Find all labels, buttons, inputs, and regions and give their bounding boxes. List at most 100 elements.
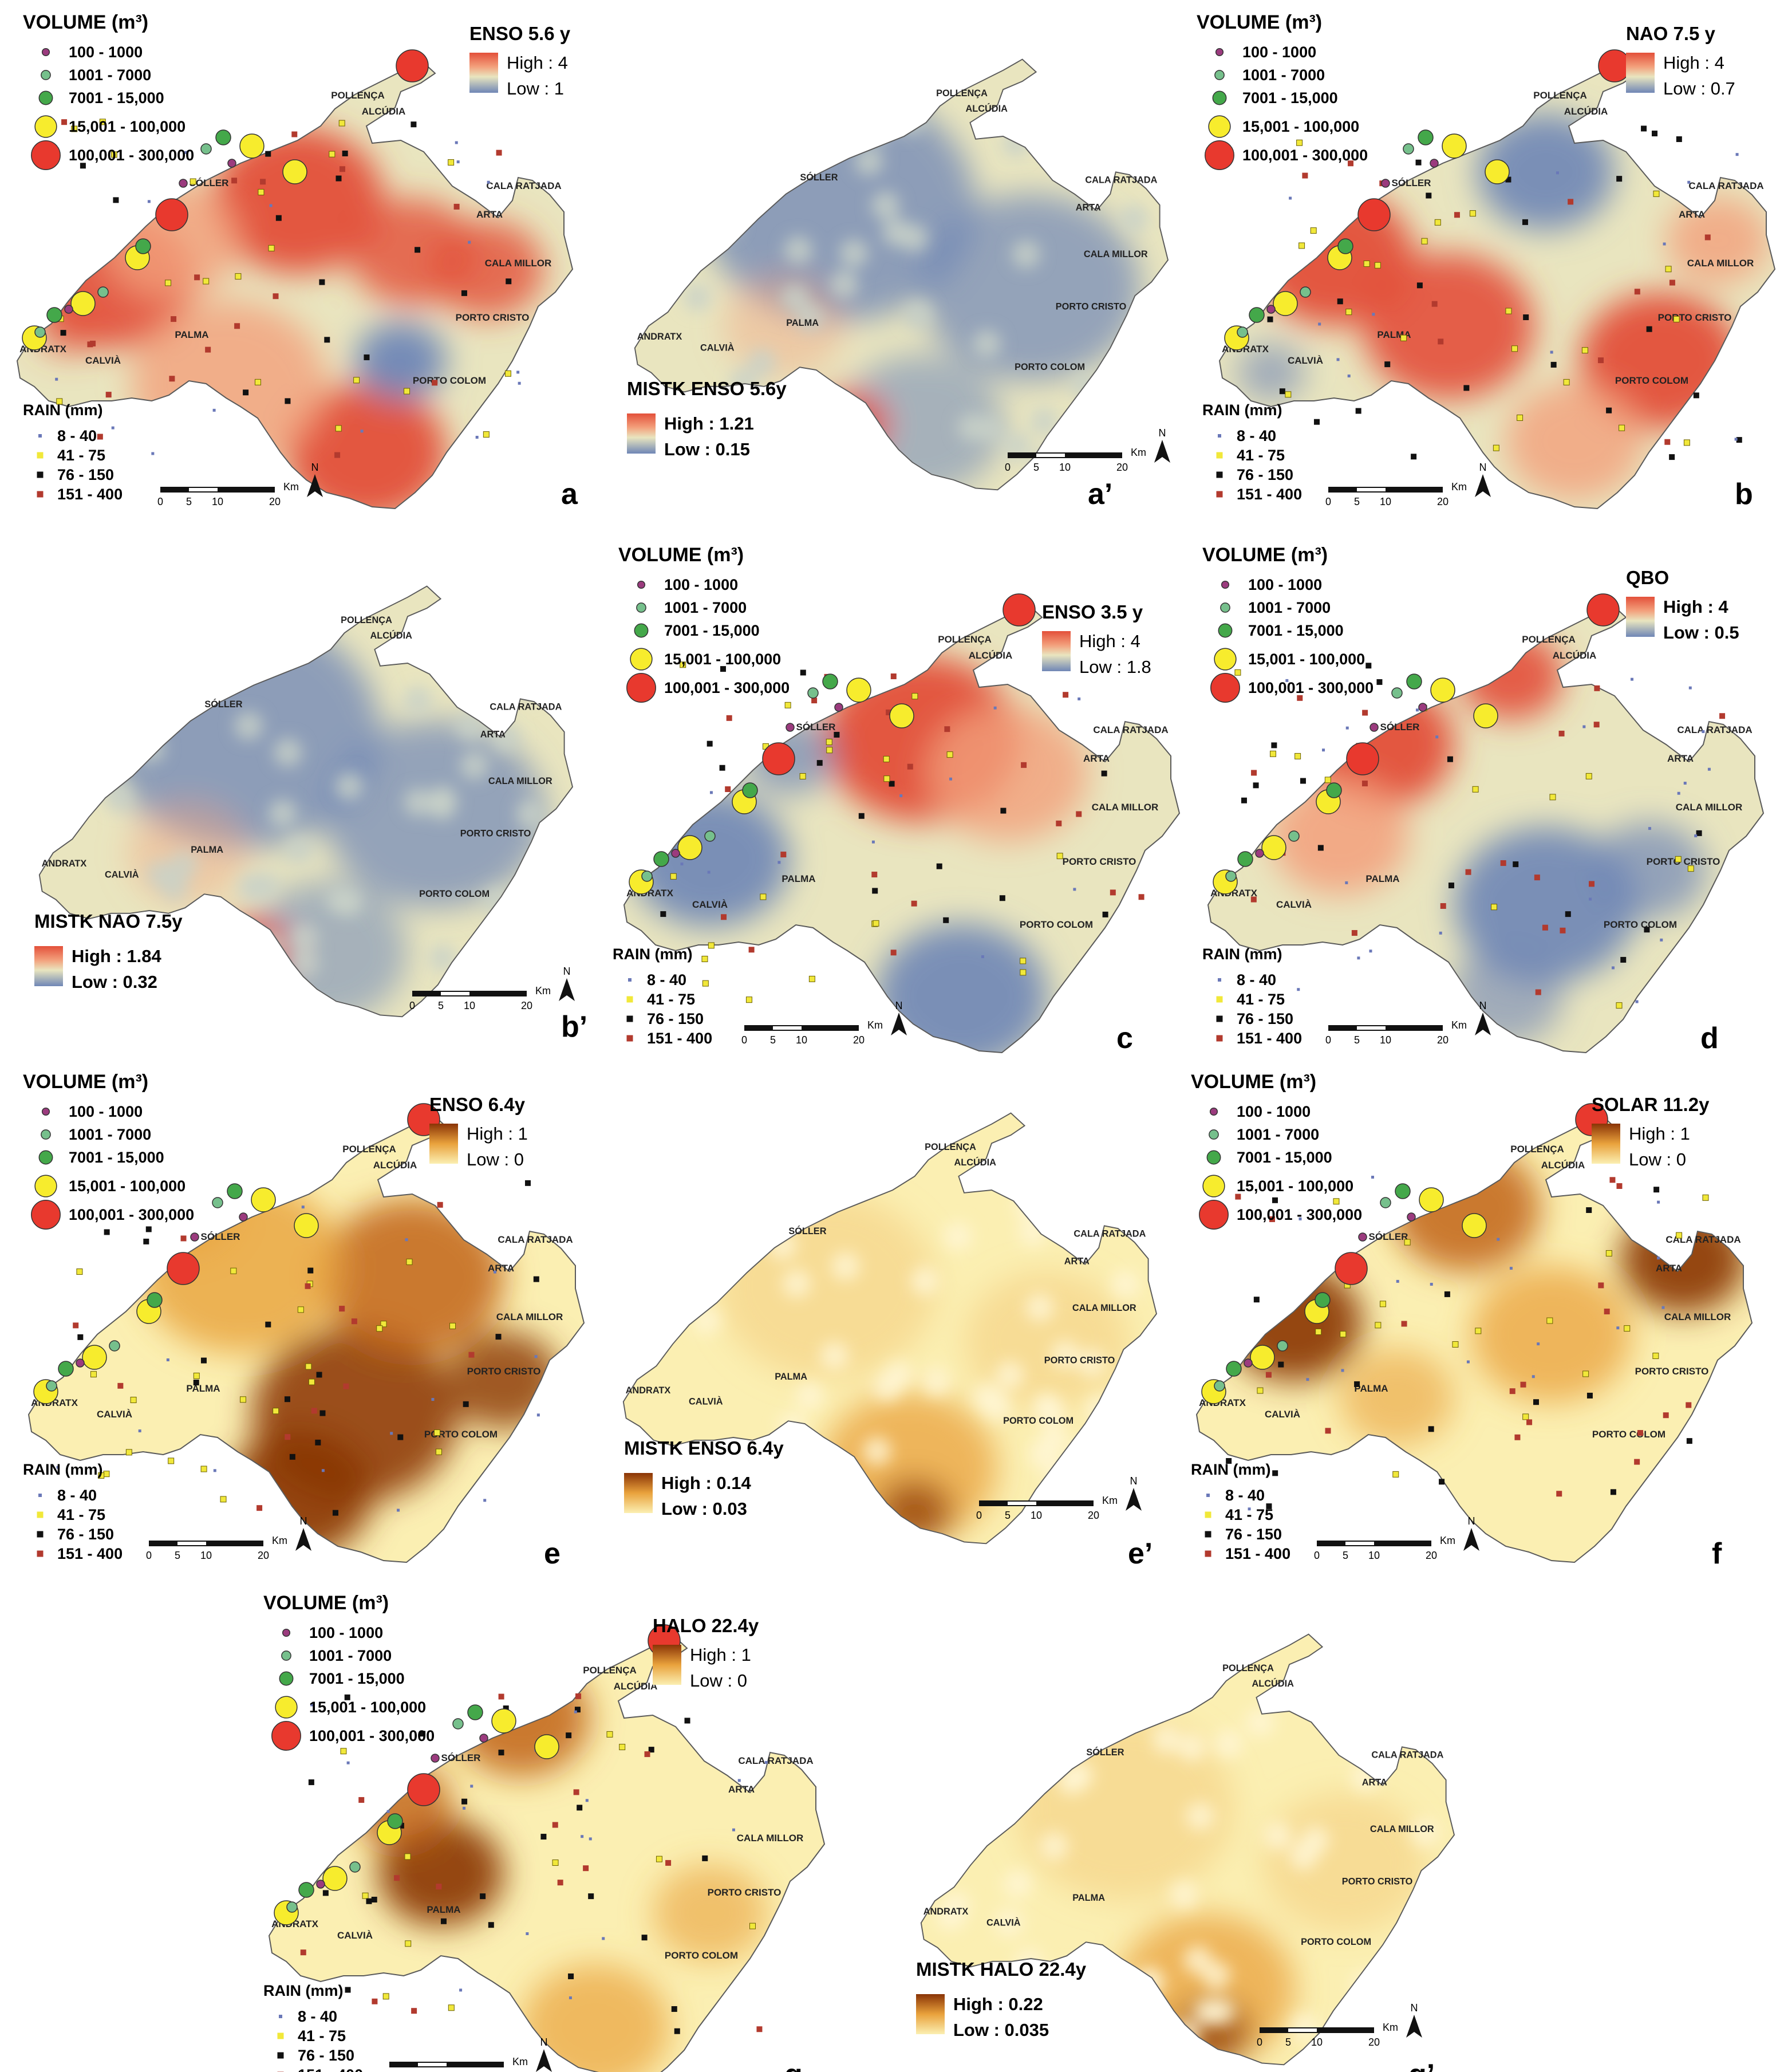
- landslide-volume: [1237, 326, 1248, 338]
- town-label: CALA RATJADA: [486, 180, 561, 191]
- ramp-high-label: High : 1: [1629, 1124, 1690, 1144]
- rain-station: [449, 1322, 456, 1329]
- scale-tick: 20: [1437, 1034, 1449, 1046]
- volume-legend-label: 15,001 - 100,000: [664, 651, 781, 668]
- rain-station: [459, 1988, 463, 1992]
- rain-station: [1707, 767, 1711, 771]
- landslide-volume: [1586, 593, 1620, 627]
- ramp-high-label: High : 0.14: [661, 1473, 752, 1493]
- town-label: PALMA: [786, 318, 819, 328]
- rain-station: [437, 1202, 443, 1208]
- rain-legend-symbol: [277, 2032, 284, 2039]
- rain-station: [143, 1238, 149, 1244]
- town-label: PORTO CRISTO: [1063, 856, 1136, 867]
- volume-legend-symbol: [279, 1671, 294, 1686]
- rain-legend-symbol: [1218, 978, 1221, 982]
- rain-station: [1472, 786, 1479, 793]
- rain-station: [307, 1267, 314, 1274]
- town-label: CALA MILLOR: [1676, 802, 1742, 813]
- rain-legend-symbol: [1216, 491, 1223, 498]
- north-label: N: [540, 2036, 548, 2048]
- town-label: POLLENÇA: [331, 90, 385, 101]
- town-label: PORTO COLOM: [1301, 1937, 1371, 1947]
- north-arrow-icon: N: [1463, 1515, 1479, 1551]
- rain-station: [1226, 1458, 1232, 1464]
- scale-tick: 5: [186, 496, 192, 507]
- rain-station: [1532, 1375, 1535, 1378]
- rain-station: [273, 293, 279, 300]
- scale-tick: 5: [1343, 1550, 1348, 1561]
- rain-station: [872, 888, 878, 894]
- rain-station: [1315, 1328, 1322, 1335]
- landslide-volume: [1346, 742, 1379, 775]
- rain-station: [1509, 1267, 1513, 1270]
- rain-station: [493, 1270, 496, 1274]
- rain-legend-label: 76 - 150: [647, 1010, 704, 1027]
- landslide-volume: [1485, 159, 1510, 184]
- landslide-volume: [846, 677, 871, 703]
- rain-symbols: [660, 661, 1144, 1003]
- ramp-high-label: High : 4: [1663, 53, 1724, 73]
- rain-legend-label: 151 - 400: [1237, 1030, 1302, 1047]
- rain-station: [1415, 708, 1419, 712]
- scale-tick: 5: [1033, 462, 1039, 473]
- rain-station: [1637, 1430, 1643, 1436]
- town-label: ANDRATX: [42, 858, 87, 869]
- rain-station: [1693, 392, 1699, 399]
- rain-station: [345, 1987, 351, 1993]
- rain-station: [1426, 192, 1432, 199]
- landslide-volume: [76, 1358, 85, 1368]
- town-label: ARTA: [488, 1263, 514, 1274]
- landslide-volume: [1418, 703, 1427, 712]
- rain-station: [1686, 1438, 1692, 1444]
- rain-station: [436, 1884, 442, 1890]
- rain-station: [1463, 385, 1470, 391]
- rain-station: [1362, 710, 1368, 716]
- rain-legend-label: 151 - 400: [298, 2066, 363, 2072]
- scale-tick: 20: [1116, 462, 1128, 473]
- rain-station: [284, 1396, 290, 1403]
- panel-title: ENSO 6.4y: [429, 1094, 526, 1115]
- landslide-volume: [1442, 133, 1467, 159]
- town-label: CALA RATJADA: [1085, 175, 1157, 186]
- rain-station: [784, 702, 791, 708]
- rain-station: [310, 1703, 314, 1707]
- rain-station: [1278, 1361, 1284, 1368]
- town-label: ALCÚDIA: [614, 1681, 658, 1692]
- town-label: ALCÚDIA: [969, 650, 1013, 661]
- volume-legend-title: VOLUME (m³): [263, 1592, 389, 1614]
- rain-legend-symbol: [37, 1511, 44, 1518]
- town-label: PORTO COLOM: [419, 889, 490, 899]
- town-label: CALA RATJADA: [1677, 724, 1752, 735]
- rain-station: [184, 151, 188, 154]
- rain-station: [575, 1693, 582, 1699]
- town-label: SÓLLER: [800, 172, 838, 183]
- north-label: N: [300, 1515, 307, 1527]
- scale-tick: 0: [157, 496, 163, 507]
- volume-legend-symbol: [34, 115, 57, 138]
- rain-station: [1466, 1360, 1470, 1364]
- panel-title: ENSO 5.6 y: [469, 23, 571, 44]
- rain-station: [574, 1710, 577, 1713]
- rain-station: [1241, 797, 1247, 803]
- rain-station: [574, 1707, 581, 1713]
- rain-station: [322, 1890, 329, 1896]
- town-label: ARTA: [1064, 1256, 1090, 1267]
- rain-station: [113, 197, 119, 203]
- scale-tick: 10: [1031, 1510, 1042, 1521]
- volume-legend-symbol: [275, 1696, 298, 1719]
- rain-station: [1345, 881, 1348, 884]
- rain-station: [800, 669, 806, 676]
- rain-station: [342, 150, 348, 156]
- volume-legend-label: 100,001 - 300,000: [664, 679, 790, 696]
- rain-station: [364, 354, 370, 360]
- volume-legend-symbol: [1221, 580, 1230, 589]
- landslide-volume: [1358, 1232, 1367, 1242]
- rain-station: [1337, 298, 1343, 305]
- town-label: PORTO CRISTO: [467, 1366, 541, 1377]
- rain-station: [1630, 677, 1633, 681]
- scale-unit: Km: [272, 1535, 287, 1546]
- rain-station: [886, 709, 892, 715]
- rain-station: [316, 1372, 322, 1378]
- town-label: ARTA: [1362, 1778, 1387, 1788]
